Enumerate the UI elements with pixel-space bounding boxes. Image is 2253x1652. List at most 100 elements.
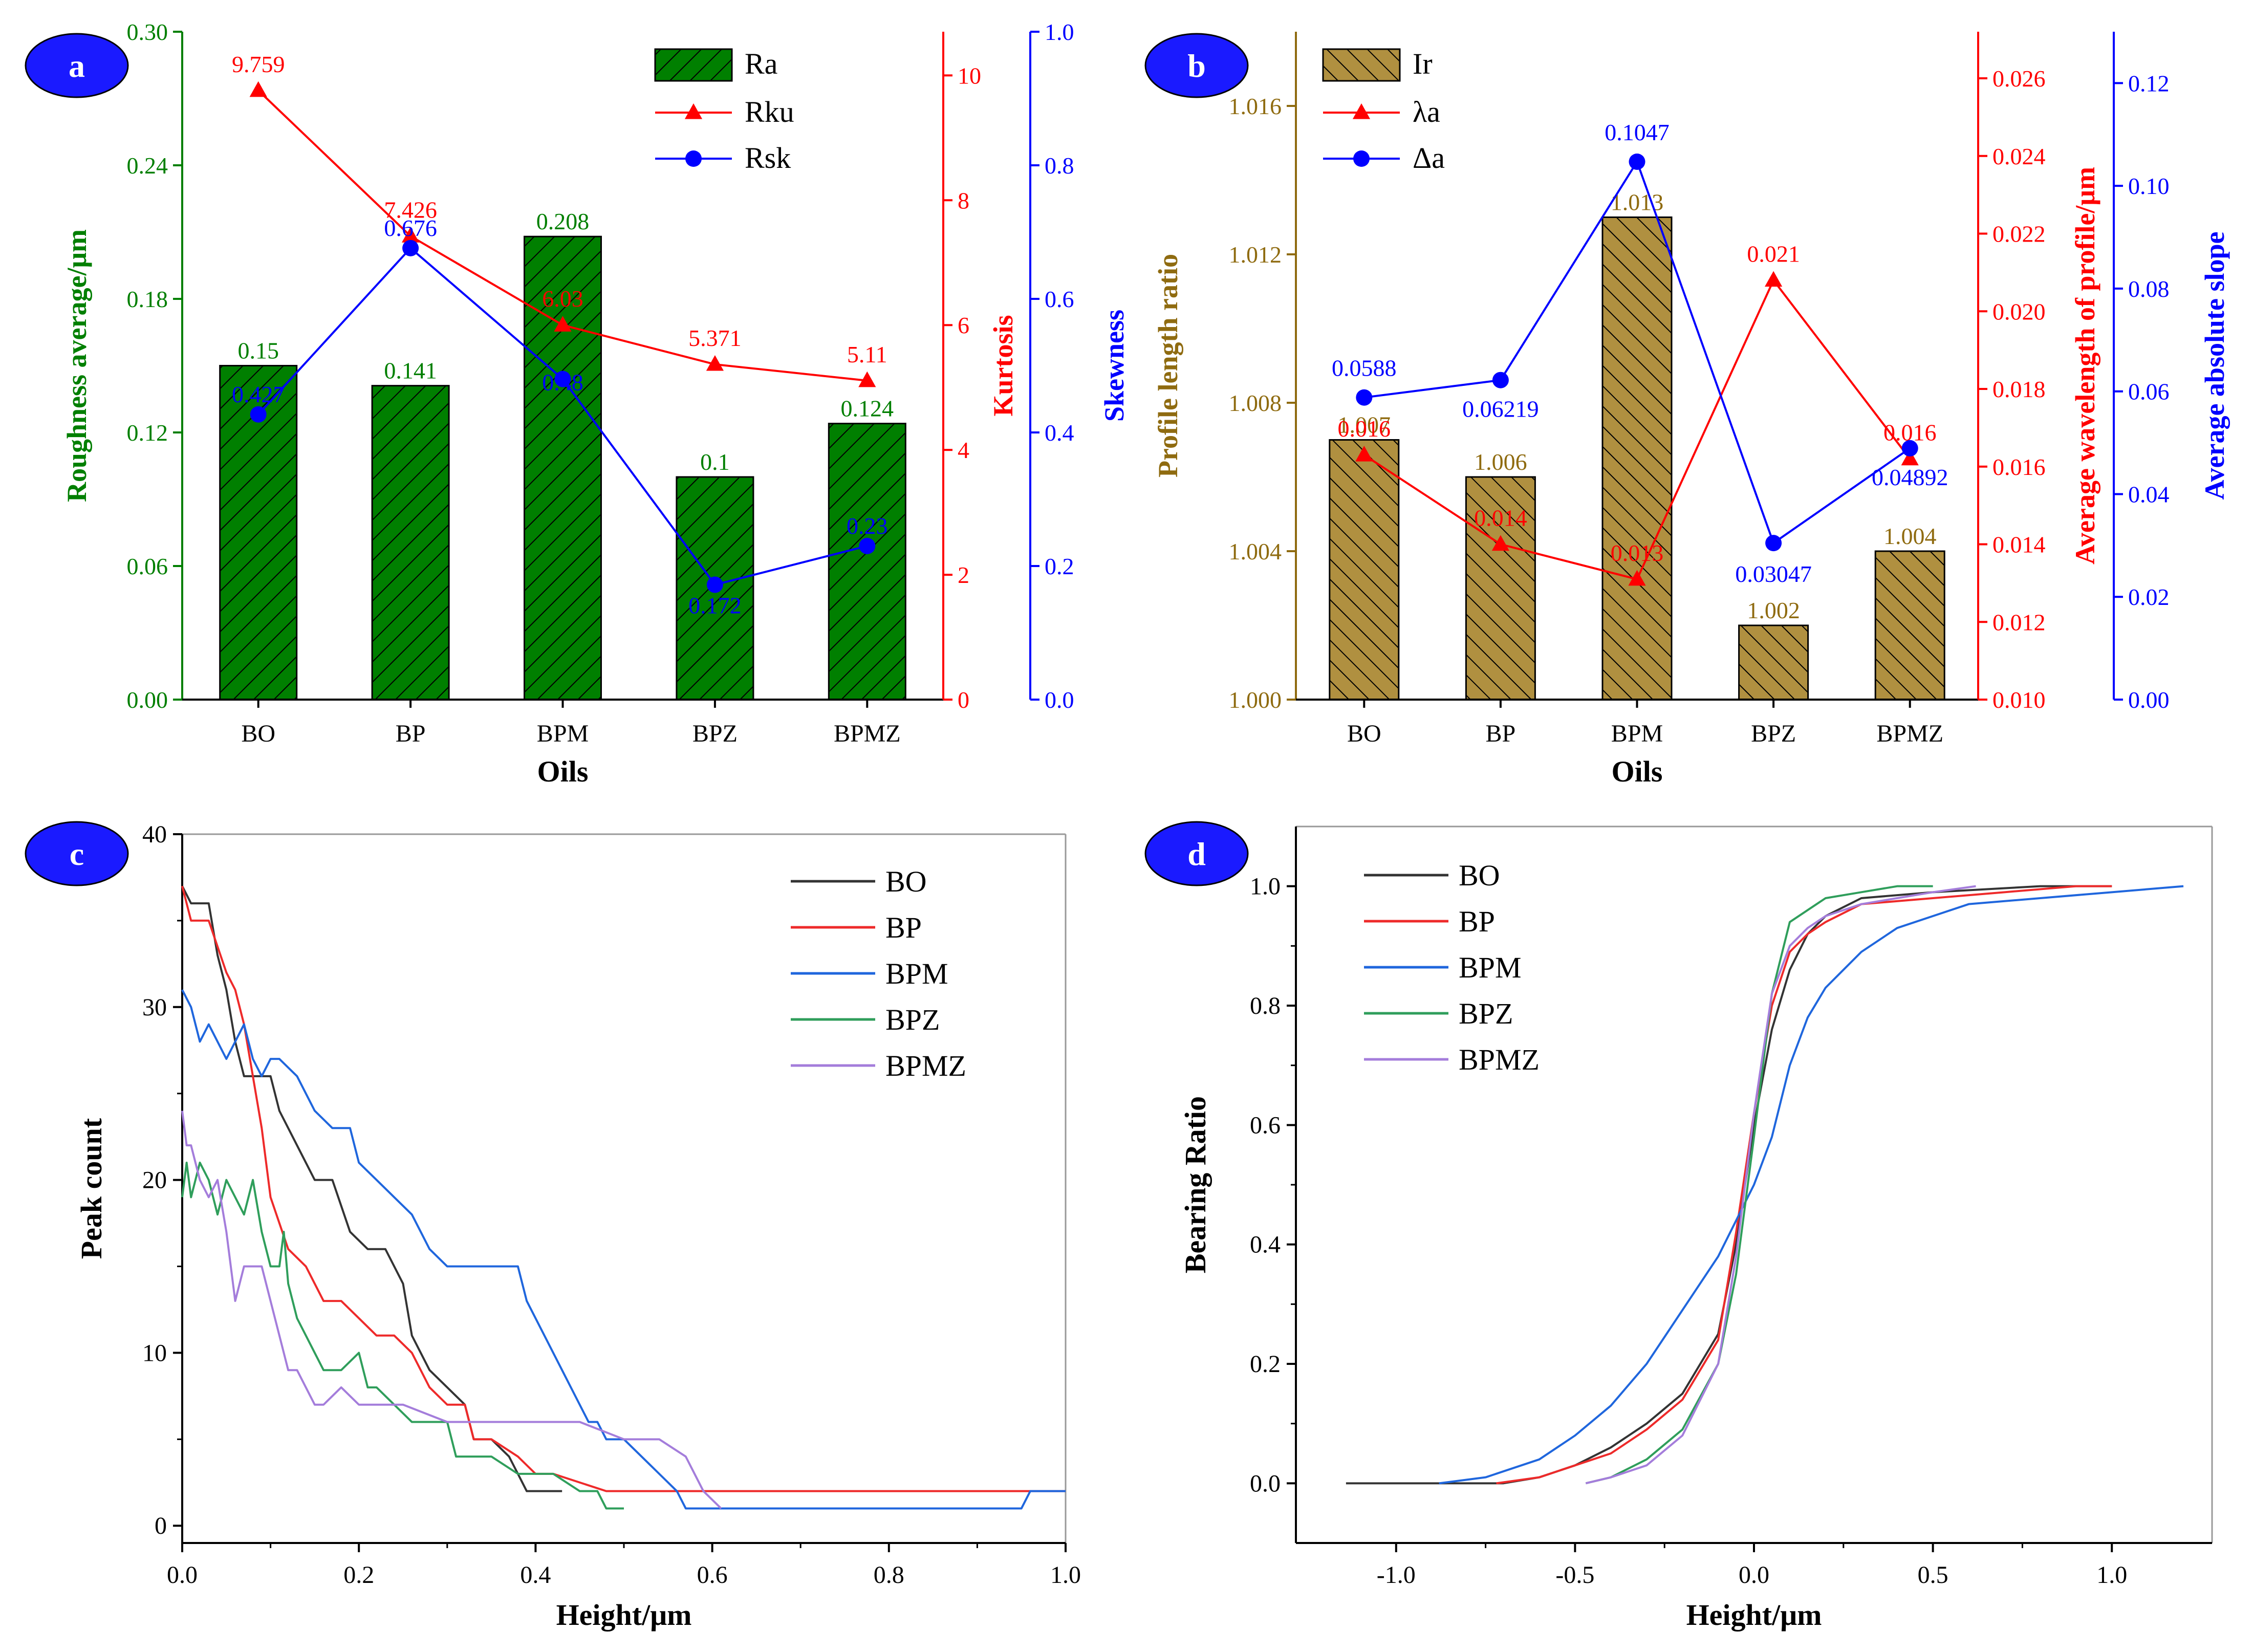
right-axis-1-tick-label: 0.018 xyxy=(1992,376,2046,402)
series-line-BPMZ xyxy=(181,1111,722,1509)
right-axis-2-tick-label: 0.2 xyxy=(1045,553,1074,579)
data-label-Δa: 0.03047 xyxy=(1735,561,1812,587)
legend-label: λa xyxy=(1413,95,1440,128)
x-axis-label: Height/μm xyxy=(556,1598,692,1632)
right-axis-1-tick-label: 6 xyxy=(958,312,969,338)
panel-badge xyxy=(25,33,129,98)
series-line-BPM xyxy=(181,989,1066,1510)
right-axis-1-tick-label: 10 xyxy=(958,62,981,89)
right-axis-1-tick-label: 2 xyxy=(958,562,969,588)
bar-label: 1.007 xyxy=(1338,412,1391,438)
left-axis-tick-label: 1.012 xyxy=(1229,242,1282,268)
right-axis-1-label: Kurtosis xyxy=(988,315,1019,416)
legend-label: Δa xyxy=(1413,141,1445,175)
bar-label: 0.15 xyxy=(237,338,279,364)
left-axis-label: Profile length ratio xyxy=(1153,254,1183,477)
marker-Δa-BPM xyxy=(1629,153,1645,170)
y-axis-tick-label: 0.4 xyxy=(1250,1231,1281,1258)
x-axis-label: Oils xyxy=(537,755,589,788)
legend-label: Rku xyxy=(745,95,794,128)
data-label-Δa: 0.0588 xyxy=(1332,355,1397,381)
marker-Rku-BPMZ xyxy=(858,371,876,387)
data-label-Δa: 0.06219 xyxy=(1462,396,1539,422)
right-axis-2-tick-label: 0.0 xyxy=(1045,687,1074,713)
marker-Rku-BPM xyxy=(554,316,572,332)
x-axis-tick-label: 0.0 xyxy=(1739,1561,1769,1589)
panel-c: 0.0 0.2 0.4 0.6 0.8 1.0 0 10 20 30 40 Height/μm Peak… xyxy=(25,821,1081,1632)
marker-Rsk-BPM xyxy=(554,371,571,387)
right-axis-1-tick-label: 4 xyxy=(958,437,969,463)
legend-marker-λa xyxy=(1352,103,1371,119)
marker-λa-BPZ xyxy=(1765,271,1783,287)
panel-d: -1.0 -0.5 0.0 0.5 1.0 0.0 0.2 0.4 0.6 0.8 1.0 Heigh… xyxy=(1144,821,2213,1632)
panel-a: 0.150.1410.2080.10.1249.7597.4266.035.37… xyxy=(25,19,1130,788)
legend-label: Ra xyxy=(745,47,777,80)
panel-badge-letter: c xyxy=(70,836,84,872)
marker-λa-BP xyxy=(1491,535,1509,551)
x-axis-tick-label: 0.8 xyxy=(874,1561,904,1589)
data-label-Δa: 0.1047 xyxy=(1605,119,1670,145)
series-line-BPM xyxy=(1439,885,2184,1485)
x-axis-tick-label: 0.4 xyxy=(520,1561,551,1589)
left-axis-tick-label: 0.24 xyxy=(127,153,168,179)
data-label-λa: 0.014 xyxy=(1474,505,1527,531)
marker-Rku-BPZ xyxy=(706,355,724,371)
marker-Rsk-BP xyxy=(402,240,419,256)
bar-label: 1.004 xyxy=(1883,523,1937,549)
right-axis-2-tick-label: 0.00 xyxy=(2128,687,2170,713)
legend-marker-Δa xyxy=(1353,150,1370,167)
y-axis-tick-label: 1.0 xyxy=(1250,873,1281,900)
x-axis-tick-label: BPM xyxy=(1611,720,1663,747)
marker-Δa-BP xyxy=(1492,372,1509,388)
x-axis-label: Oils xyxy=(1612,755,1663,788)
bar-label: 0.1 xyxy=(700,449,730,475)
marker-Δa-BO xyxy=(1356,389,1373,406)
legend-marker-Rku xyxy=(684,103,703,119)
marker-Δa-BPZ xyxy=(1765,535,1782,552)
right-axis-2-tick-label: 0.02 xyxy=(2128,584,2170,610)
data-label-Rsk: 0.427 xyxy=(232,381,285,407)
marker-λa-BPMZ xyxy=(1901,449,1919,466)
x-axis-tick-label: 0.5 xyxy=(1918,1561,1948,1589)
legend-marker-Rsk xyxy=(685,150,702,167)
marker-Δa-BPMZ xyxy=(1901,440,1918,457)
legend-label: Rsk xyxy=(745,141,791,175)
bar-Ra-BPM xyxy=(524,235,602,701)
x-axis-tick-label: -1.0 xyxy=(1377,1561,1416,1589)
legend-label: BPZ xyxy=(1459,997,1513,1030)
marker-Rsk-BPZ xyxy=(706,576,723,593)
panel-badge-letter: a xyxy=(69,48,85,84)
x-axis-tick-label: BPZ xyxy=(692,720,738,747)
right-axis-2-tick-label: 0.6 xyxy=(1045,286,1074,312)
bar-Ir-BPMZ xyxy=(1874,550,1945,701)
marker-Rsk-BPMZ xyxy=(859,537,876,554)
y-axis-tick-label: 40 xyxy=(142,821,167,848)
panel-badge xyxy=(1144,821,1249,886)
left-axis-tick-label: 1.000 xyxy=(1229,687,1282,713)
x-axis-tick-label: BPMZ xyxy=(834,720,901,747)
y-axis-tick-label: 20 xyxy=(142,1167,167,1194)
legend-label: BPM xyxy=(1459,951,1522,984)
data-label-Rsk: 0.23 xyxy=(847,513,888,539)
series-line-BPMZ xyxy=(1585,885,1976,1485)
legend-label: BP xyxy=(1459,905,1495,938)
legend-label: BP xyxy=(885,911,922,944)
data-label-Rku: 5.11 xyxy=(847,341,887,367)
right-axis-2-tick-label: 0.08 xyxy=(2128,276,2170,302)
right-axis-1-tick-label: 0.024 xyxy=(1992,143,2046,169)
series-line-BPZ xyxy=(181,1161,624,1510)
y-axis-label: Peak count xyxy=(75,1118,108,1259)
series-line-BO xyxy=(181,885,562,1492)
y-axis-tick-label: 30 xyxy=(142,994,167,1021)
data-label-Rku: 7.426 xyxy=(384,197,437,223)
right-axis-1-tick-label: 0.026 xyxy=(1992,66,2046,92)
data-label-Rsk: 0.172 xyxy=(688,593,742,619)
series-line-BP xyxy=(1496,885,2112,1485)
marker-Rku-BP xyxy=(402,227,420,243)
legend-swatch-Ir xyxy=(1322,48,1401,82)
bar-Ra-BPMZ xyxy=(828,423,906,701)
right-axis-2-tick-label: 0.8 xyxy=(1045,153,1074,179)
bar-label: 1.002 xyxy=(1747,597,1800,623)
legend-label: Ir xyxy=(1413,47,1433,80)
legend-label: BPMZ xyxy=(885,1049,966,1082)
